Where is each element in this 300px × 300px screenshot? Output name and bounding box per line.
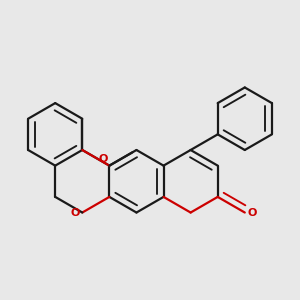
Text: O: O xyxy=(248,208,257,218)
Text: O: O xyxy=(70,208,80,218)
Text: O: O xyxy=(98,154,108,164)
